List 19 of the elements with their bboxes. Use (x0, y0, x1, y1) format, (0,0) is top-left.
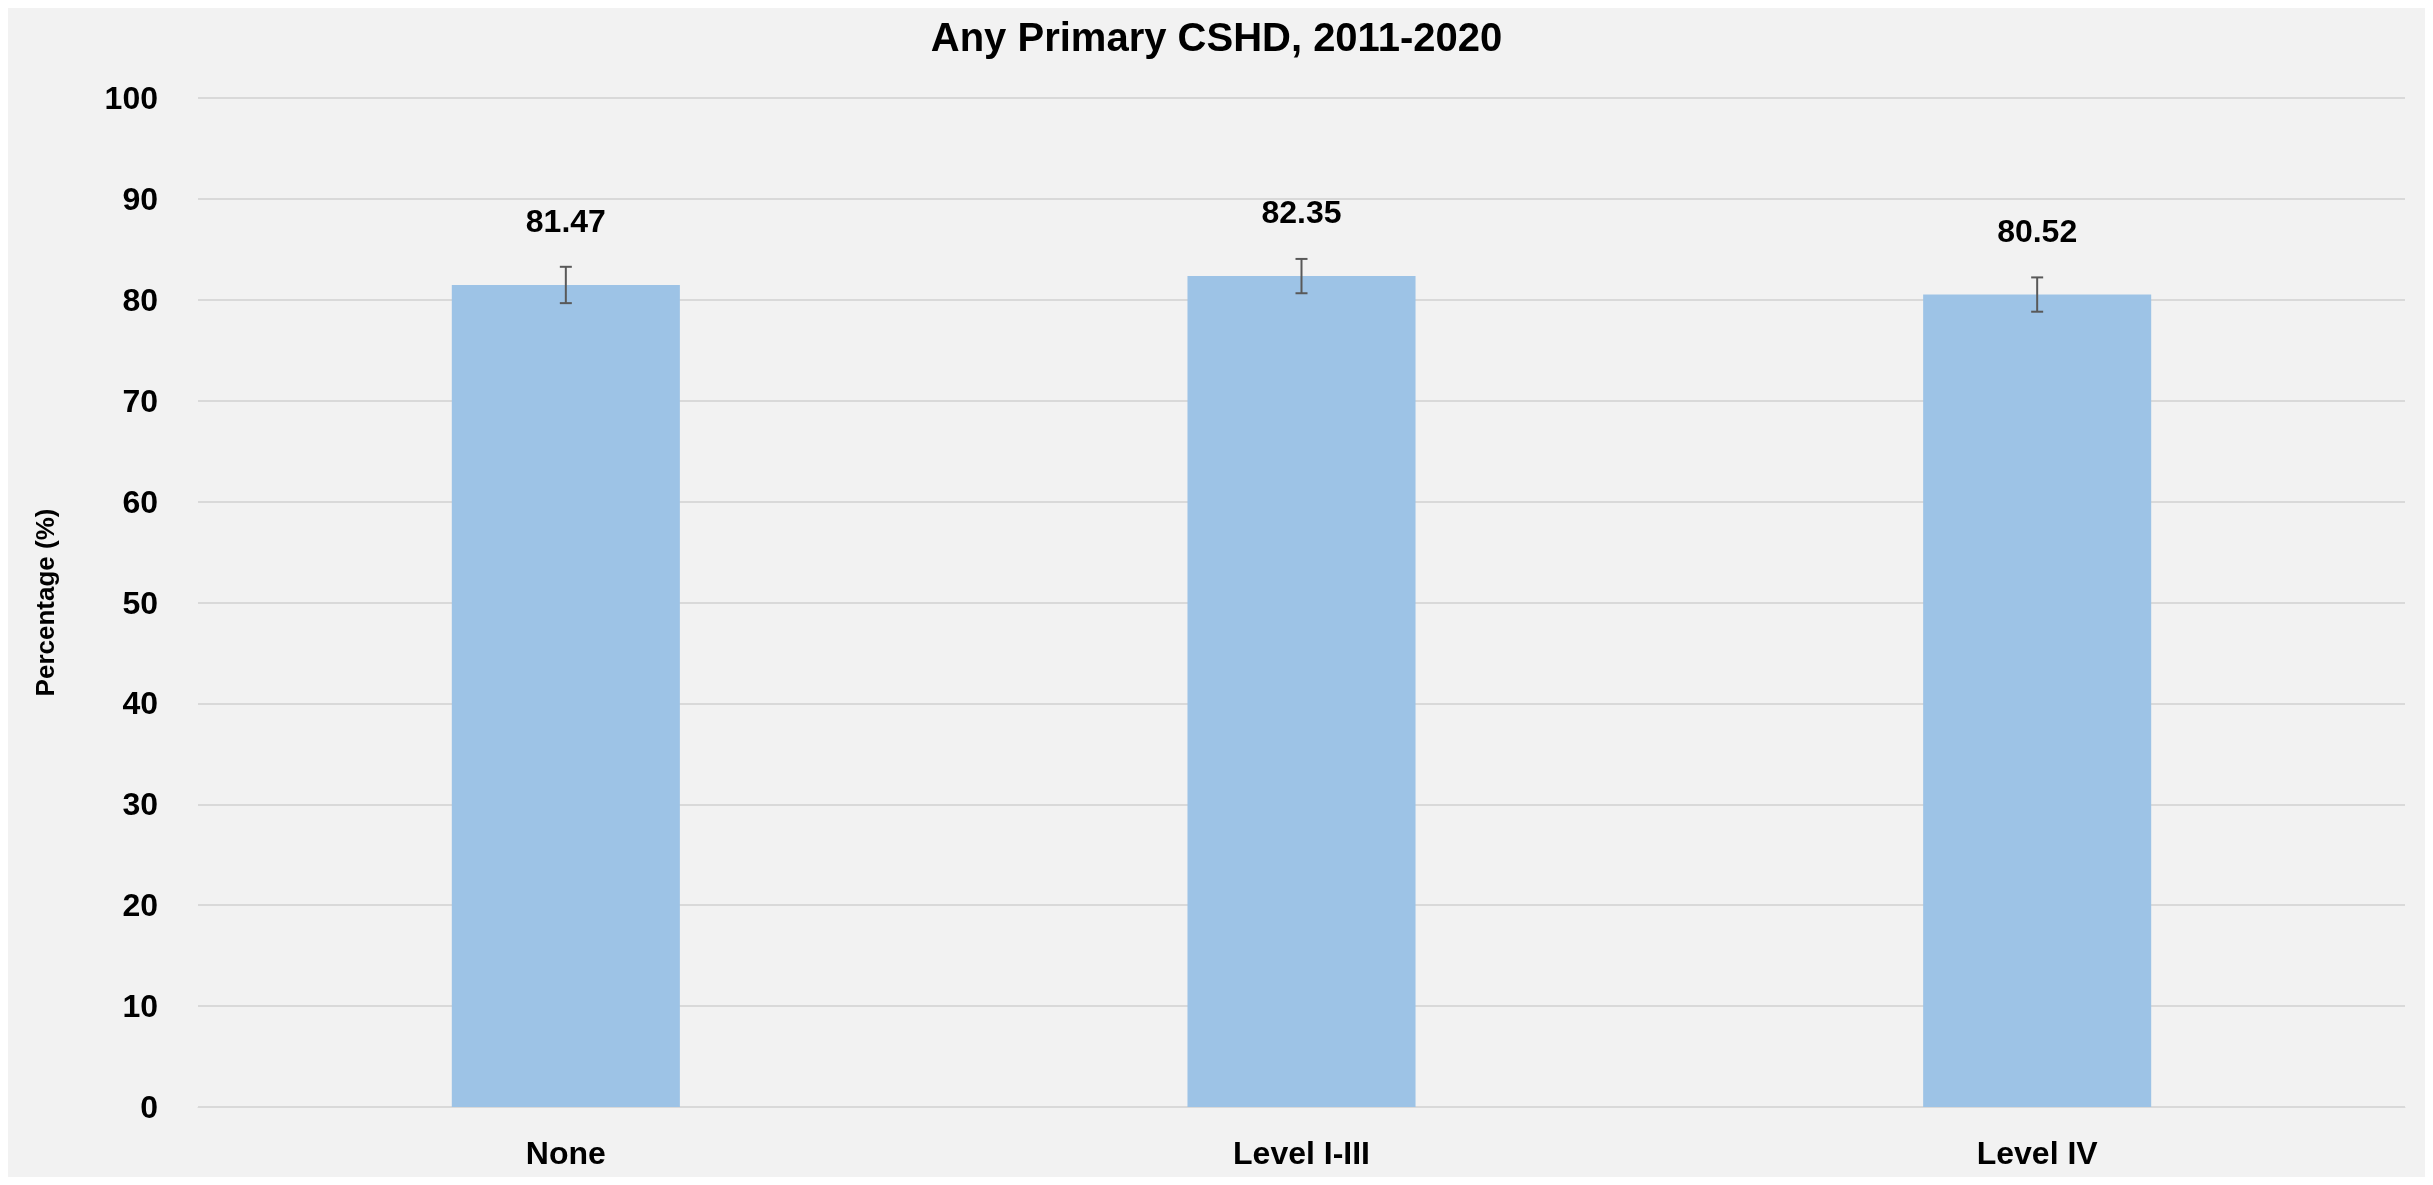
x-tick-label: Level I-III (1233, 1135, 1370, 1171)
y-tick-label: 80 (122, 281, 158, 318)
y-tick-label: 100 (104, 80, 158, 116)
y-tick-label: 20 (122, 887, 158, 924)
data-label: 82.35 (1261, 194, 1342, 231)
y-axis-title: Percentage (%) (30, 508, 60, 697)
chart-title: Any Primary CSHD, 2011-2020 (930, 15, 1503, 59)
data-label: 80.52 (1997, 212, 2078, 249)
y-tick-label: 60 (122, 483, 158, 520)
y-tick-label: 90 (122, 180, 158, 217)
x-tick-label: None (525, 1135, 606, 1171)
x-tick-label: Level IV (1976, 1135, 2099, 1171)
y-tick-label: 50 (122, 584, 158, 621)
data-label: 81.47 (525, 202, 606, 239)
y-tick-label: 40 (122, 685, 158, 722)
y-tick-label: 30 (122, 786, 158, 823)
y-tick-label: 70 (122, 382, 158, 419)
y-tick-label: 10 (122, 988, 158, 1025)
y-tick-label: 0 (140, 1089, 158, 1125)
